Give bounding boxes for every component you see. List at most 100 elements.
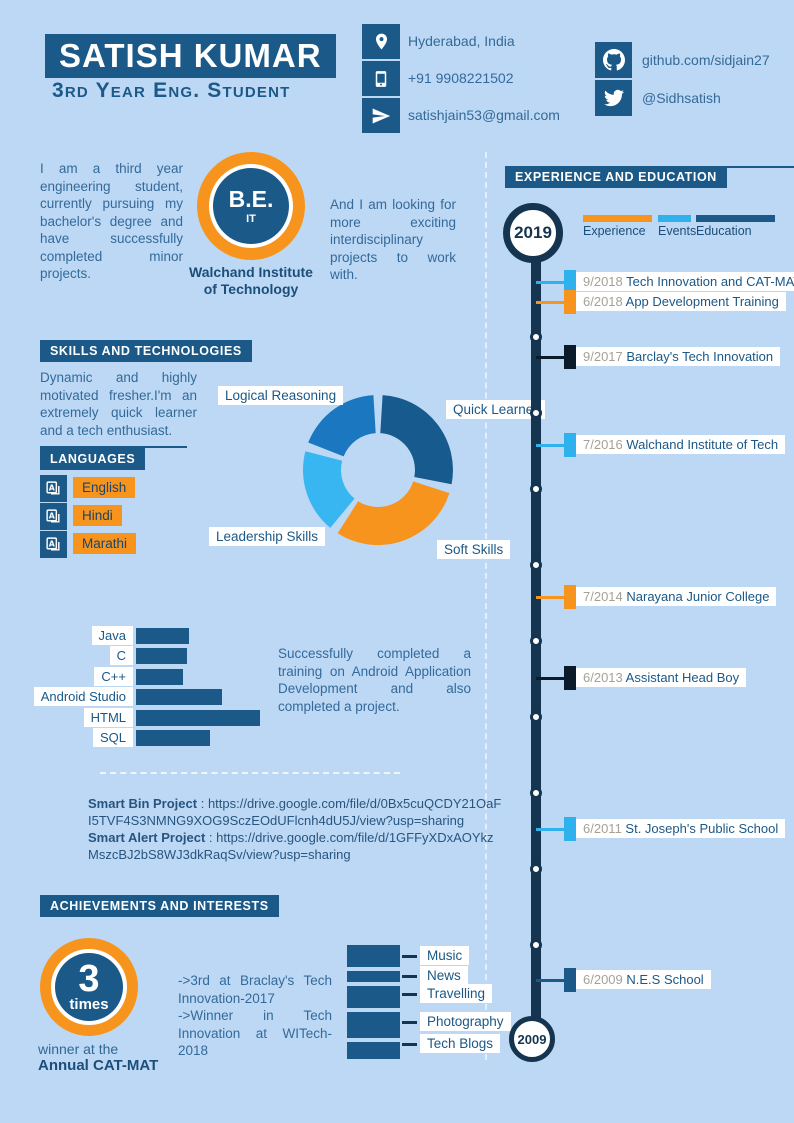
section-title-achievements: ACHIEVEMENTS AND INTERESTS — [40, 895, 279, 917]
timeline-entry-marker — [564, 270, 576, 294]
project-url-link[interactable]: https://drive.google.com/file/d/1GFFyXDx… — [88, 829, 494, 862]
contact-text: +91 9908221502 — [408, 70, 514, 86]
timeline-entry-connector — [536, 280, 566, 284]
vertical-dashed-divider — [485, 152, 487, 1060]
bar-html — [136, 710, 260, 726]
timeline-entry-date: 6/2013 — [583, 669, 626, 685]
section-title-timeline: EXPERIENCE AND EDUCATION — [505, 166, 727, 188]
training-note-text: Successfully completed a training on And… — [278, 646, 471, 714]
project-line: Smart Bin Project : https://drive.google… — [88, 796, 502, 828]
mobile-phone-icon — [362, 61, 400, 96]
timeline-entry-title: App Development Training — [625, 293, 779, 309]
projects-section: Smart Bin Project : https://drive.google… — [88, 796, 504, 864]
timeline-start-year: 2019 — [503, 203, 563, 263]
bar-category-label: Java — [91, 626, 133, 645]
interest-connector — [402, 1021, 417, 1024]
timeline-entry-title: Walchand Institute of Tech — [626, 436, 779, 452]
achievement-bullet: ->3rd at Braclay's Tech Innovation-2017 — [178, 973, 332, 1006]
donut-label: Logical Reasoning — [218, 386, 344, 405]
translate-icon: A — [40, 475, 67, 502]
donut-segment-leadership-skills — [302, 451, 355, 528]
project-name: Smart Alert Project — [88, 829, 206, 845]
timeline-entry: 6/2011 St. Joseph's Public School — [576, 818, 786, 838]
interest-label: Tech Blogs — [420, 1034, 501, 1053]
svg-text:A: A — [49, 483, 55, 492]
timeline-node — [530, 711, 542, 723]
bar-category-label: Android Studio — [33, 687, 133, 706]
timeline-entry-connector — [536, 978, 566, 982]
timeline-entry-marker — [564, 290, 576, 314]
legend-label-experience: Experience — [583, 224, 646, 238]
timeline-node — [530, 331, 542, 343]
award-badge-inner: 3 times — [55, 953, 123, 1021]
timeline-entry: 6/2013 Assistant Head Boy — [576, 667, 747, 687]
interest-block-travelling — [347, 986, 400, 1008]
timeline-node — [530, 559, 542, 571]
horizontal-dashed-divider — [100, 772, 400, 774]
language-tag: Marathi — [73, 533, 137, 554]
timeline-entry-title: Tech Innovation and CAT-MAT — [626, 273, 794, 289]
project-name: Smart Bin Project — [88, 796, 198, 811]
interest-label: Photography — [420, 1012, 511, 1031]
timeline-start-year-label: 2019 — [514, 223, 552, 242]
timeline-entry-connector — [536, 595, 566, 599]
translate-icon: A — [40, 531, 67, 558]
degree-branch-label: IT — [246, 212, 256, 225]
timeline-node — [530, 635, 542, 647]
page-title: SATISH KUMAR — [45, 34, 336, 78]
timeline-entry-marker — [564, 817, 576, 841]
timeline-entry-date: 7/2016 — [583, 436, 627, 452]
interest-connector — [402, 975, 417, 978]
timeline-entry-title: Assistant Head Boy — [625, 669, 740, 685]
bar-sql — [136, 730, 211, 746]
contact-text[interactable]: satishjain53@gmail.com — [408, 107, 560, 123]
timeline-entry-date: 6/2018 — [583, 293, 626, 309]
legend-swatch-experience — [583, 215, 652, 222]
timeline-entry: 9/2017 Barclay's Tech Innovation — [576, 346, 781, 366]
timeline-entry-date: 6/2009 — [583, 971, 627, 987]
timeline-entry-date: 7/2014 — [583, 588, 627, 604]
bar-category-label: C++ — [94, 667, 133, 686]
timeline-node — [530, 939, 542, 951]
timeline-node — [530, 863, 542, 875]
svg-text:A: A — [49, 511, 55, 520]
twitter-icon — [595, 80, 632, 116]
soft-skills-donut-chart — [302, 395, 453, 546]
translate-icon: A — [40, 503, 67, 530]
timeline-entry-connector — [536, 355, 566, 359]
timeline-entry-title: Narayana Junior College — [626, 588, 770, 604]
interest-block-news — [347, 971, 400, 982]
about-right-text: And I am looking for more exciting inter… — [330, 197, 456, 283]
language-tag: English — [73, 477, 136, 498]
section-title-languages: LANGUAGES — [40, 448, 146, 470]
timeline-entry-marker — [564, 433, 576, 457]
timeline-node — [530, 787, 542, 799]
bar-category-label: HTML — [83, 708, 133, 727]
interest-connector — [402, 955, 417, 958]
bar-c- — [136, 669, 184, 685]
timeline-entry-marker — [564, 345, 576, 369]
bar-category-label: SQL — [92, 728, 133, 747]
timeline-entry-date: 9/2018 — [583, 273, 627, 289]
interest-block-photography — [347, 1012, 400, 1038]
social-handle-text[interactable]: @Sidhsatish — [642, 90, 721, 106]
timeline-entry-date: 9/2017 — [583, 348, 627, 364]
timeline-entry: 9/2018 Tech Innovation and CAT-MAT — [576, 271, 794, 291]
timeline-end-year: 2009 — [509, 1016, 555, 1062]
project-line: Smart Alert Project : https://drive.goog… — [88, 829, 494, 862]
award-unit: times — [69, 995, 109, 1013]
contact-text: Hyderabad, India — [408, 33, 515, 49]
paper-plane-icon — [362, 98, 400, 133]
timeline-entry-title: Barclay's Tech Innovation — [626, 348, 774, 364]
timeline-entry-connector — [536, 443, 566, 447]
timeline-entry-marker — [564, 666, 576, 690]
interest-block-music — [347, 945, 400, 967]
project-url-link[interactable]: https://drive.google.com/file/d/0Bx5cuQC… — [88, 796, 502, 828]
social-handle-text[interactable]: github.com/sidjain27 — [642, 52, 770, 68]
timeline-entry-marker — [564, 585, 576, 609]
timeline-entry-connector — [536, 300, 566, 304]
section-title-skills: SKILLS AND TECHNOLOGIES — [40, 340, 252, 362]
legend-label-education: Education — [696, 224, 752, 238]
timeline-entry: 7/2014 Narayana Junior College — [576, 586, 777, 606]
